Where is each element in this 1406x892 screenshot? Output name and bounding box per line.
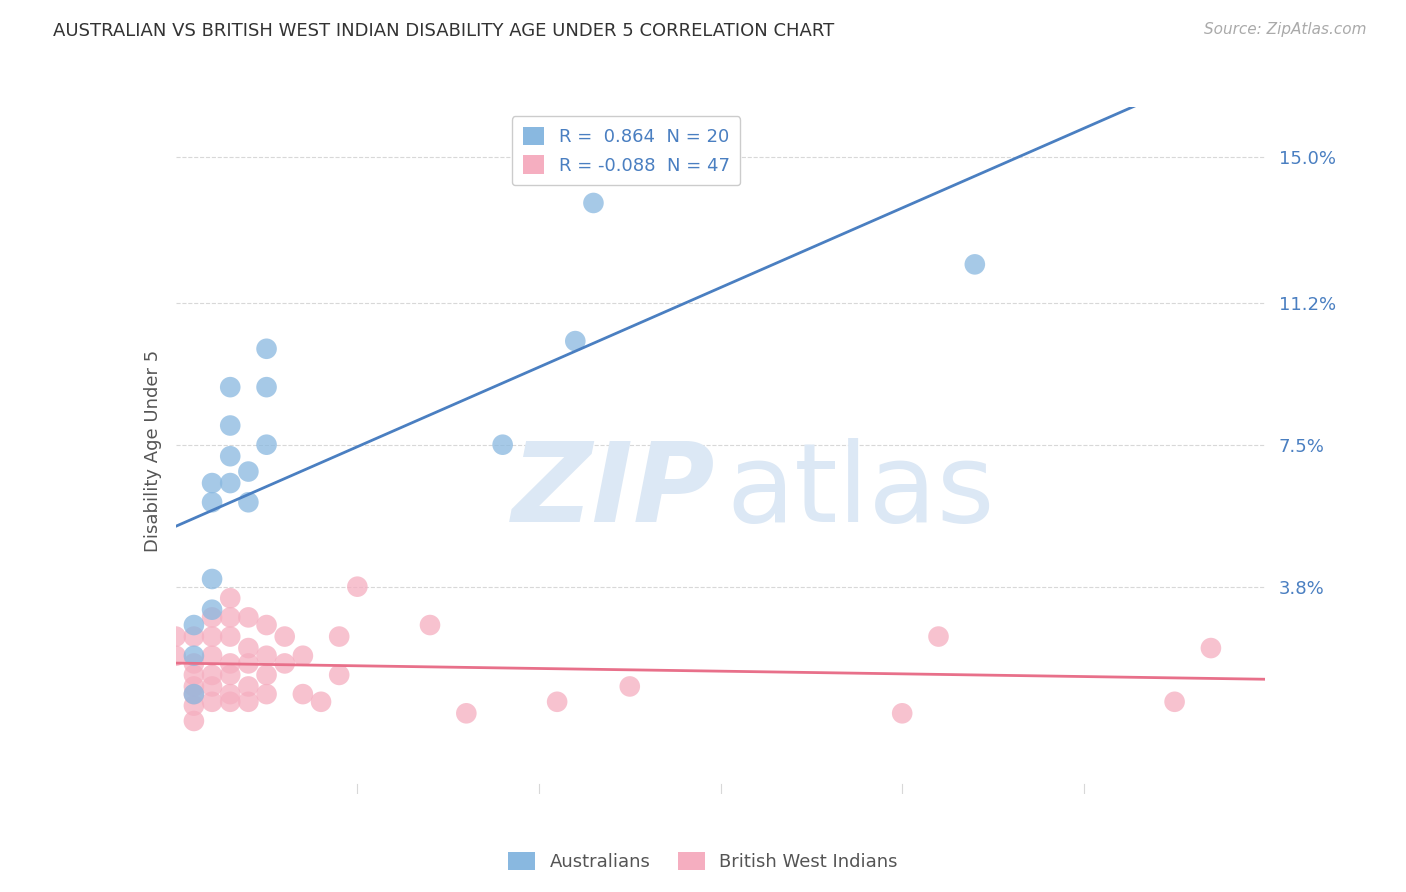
Point bbox=[256, 618, 278, 632]
Point bbox=[328, 668, 350, 682]
Point bbox=[201, 648, 224, 663]
Point bbox=[219, 449, 242, 463]
Point bbox=[238, 680, 260, 694]
Point bbox=[183, 618, 205, 632]
Text: atlas: atlas bbox=[725, 438, 994, 545]
Point bbox=[201, 572, 224, 586]
Point bbox=[256, 342, 278, 356]
Point bbox=[201, 680, 224, 694]
Point bbox=[238, 641, 260, 656]
Point bbox=[219, 657, 242, 671]
Point bbox=[183, 668, 205, 682]
Point bbox=[201, 610, 224, 624]
Y-axis label: Disability Age Under 5: Disability Age Under 5 bbox=[143, 350, 162, 551]
Point bbox=[419, 618, 441, 632]
Point bbox=[238, 465, 260, 479]
Point bbox=[309, 695, 332, 709]
Legend: Australians, British West Indians: Australians, British West Indians bbox=[501, 845, 905, 879]
Point bbox=[238, 495, 260, 509]
Point bbox=[582, 196, 605, 211]
Point bbox=[891, 706, 914, 721]
Point bbox=[328, 630, 350, 644]
Point bbox=[219, 687, 242, 701]
Point bbox=[201, 476, 224, 491]
Point bbox=[291, 687, 314, 701]
Point bbox=[1199, 641, 1222, 656]
Point bbox=[183, 698, 205, 713]
Point bbox=[201, 695, 224, 709]
Text: Source: ZipAtlas.com: Source: ZipAtlas.com bbox=[1204, 22, 1367, 37]
Point bbox=[165, 630, 187, 644]
Point bbox=[238, 695, 260, 709]
Point bbox=[219, 668, 242, 682]
Point bbox=[456, 706, 478, 721]
Point bbox=[274, 657, 297, 671]
Point bbox=[256, 648, 278, 663]
Point bbox=[219, 380, 242, 394]
Point bbox=[183, 648, 205, 663]
Point bbox=[238, 657, 260, 671]
Point bbox=[238, 610, 260, 624]
Point bbox=[256, 438, 278, 452]
Point bbox=[183, 630, 205, 644]
Legend: R =  0.864  N = 20, R = -0.088  N = 47: R = 0.864 N = 20, R = -0.088 N = 47 bbox=[512, 116, 741, 186]
Point bbox=[564, 334, 586, 348]
Point bbox=[928, 630, 950, 644]
Point bbox=[165, 648, 187, 663]
Point bbox=[201, 630, 224, 644]
Point bbox=[274, 630, 297, 644]
Point bbox=[219, 630, 242, 644]
Point bbox=[201, 495, 224, 509]
Point bbox=[256, 380, 278, 394]
Point bbox=[1163, 695, 1185, 709]
Point bbox=[219, 418, 242, 433]
Point bbox=[963, 257, 986, 271]
Point bbox=[219, 695, 242, 709]
Point bbox=[183, 657, 205, 671]
Point bbox=[256, 687, 278, 701]
Point bbox=[492, 438, 515, 452]
Point bbox=[219, 476, 242, 491]
Text: ZIP: ZIP bbox=[512, 438, 716, 545]
Point bbox=[619, 680, 641, 694]
Point bbox=[291, 648, 314, 663]
Point bbox=[546, 695, 568, 709]
Point bbox=[183, 680, 205, 694]
Point bbox=[201, 668, 224, 682]
Point bbox=[183, 687, 205, 701]
Point bbox=[183, 687, 205, 701]
Point bbox=[219, 610, 242, 624]
Point bbox=[256, 668, 278, 682]
Text: AUSTRALIAN VS BRITISH WEST INDIAN DISABILITY AGE UNDER 5 CORRELATION CHART: AUSTRALIAN VS BRITISH WEST INDIAN DISABI… bbox=[53, 22, 835, 40]
Point bbox=[346, 580, 368, 594]
Point bbox=[201, 603, 224, 617]
Point bbox=[219, 591, 242, 606]
Point bbox=[183, 714, 205, 728]
